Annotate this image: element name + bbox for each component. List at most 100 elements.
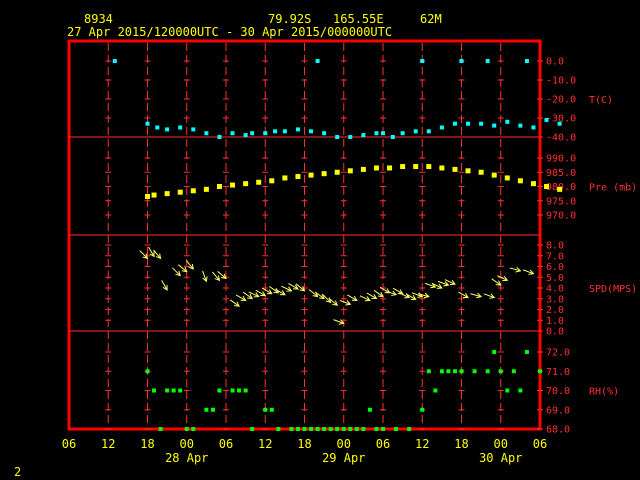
temperature-point bbox=[439, 125, 444, 130]
pressure-point bbox=[230, 182, 236, 188]
wind-arrow bbox=[139, 250, 149, 260]
pressure-point bbox=[347, 168, 353, 174]
wind-arrow bbox=[161, 280, 168, 291]
humidity-point bbox=[524, 350, 529, 354]
pressure-point bbox=[478, 169, 484, 175]
y-tick-label: -10.0 bbox=[546, 76, 576, 87]
pressure-point bbox=[465, 168, 471, 174]
y-tick-label: 69.0 bbox=[546, 405, 570, 416]
humidity-point bbox=[243, 388, 248, 393]
temperature-point bbox=[374, 131, 379, 136]
humidity-point bbox=[152, 388, 157, 393]
pressure-point bbox=[544, 184, 550, 189]
wind-arrow bbox=[458, 291, 469, 299]
x-tick-label: 18 bbox=[297, 437, 311, 451]
pressure-point bbox=[269, 178, 275, 184]
humidity-point bbox=[204, 407, 209, 412]
humidity-point bbox=[250, 427, 255, 431]
temperature-point bbox=[390, 135, 395, 139]
temperature-point bbox=[479, 121, 484, 126]
humidity-point bbox=[538, 369, 542, 374]
x-tick-label: 18 bbox=[140, 437, 154, 451]
pressure-point bbox=[177, 189, 183, 195]
wind-arrow bbox=[392, 287, 404, 295]
temperature-point bbox=[531, 125, 536, 130]
wind-arrow bbox=[235, 294, 247, 301]
pressure-point bbox=[151, 192, 157, 198]
wind-arrow bbox=[255, 289, 267, 297]
humidity-point bbox=[433, 388, 438, 393]
humidity-point bbox=[446, 369, 451, 374]
temperature-point bbox=[505, 119, 510, 124]
y-tick-label: 0.0 bbox=[546, 57, 564, 68]
wind-arrow bbox=[212, 271, 221, 282]
humidity-point bbox=[217, 388, 222, 393]
temperature-point bbox=[492, 123, 497, 128]
humidity-point bbox=[374, 427, 379, 431]
temperature-point bbox=[544, 117, 549, 122]
pressure-point bbox=[491, 172, 497, 178]
humidity-point bbox=[452, 369, 457, 374]
pressure-point bbox=[426, 164, 432, 170]
wind-arrow bbox=[153, 249, 162, 260]
humidity-point bbox=[184, 427, 189, 431]
temperature-point bbox=[165, 127, 170, 132]
humidity-point bbox=[354, 427, 359, 431]
y-tick-label: 6.0 bbox=[546, 262, 564, 273]
x-tick-label: 06 bbox=[62, 437, 76, 451]
x-tick-label: 06 bbox=[533, 437, 547, 451]
wind-arrow bbox=[262, 287, 273, 295]
y-tick-label: 1.0 bbox=[546, 316, 564, 327]
wind-arrow bbox=[217, 270, 227, 280]
temperature-point bbox=[155, 125, 160, 130]
y-tick-label: 71.0 bbox=[546, 367, 570, 378]
x-tick-label: 18 bbox=[454, 437, 468, 451]
wind-arrow bbox=[185, 260, 194, 270]
humidity-point bbox=[178, 388, 183, 393]
humidity-point bbox=[289, 427, 294, 431]
station-elevation: 62M bbox=[420, 12, 442, 26]
wind-arrow bbox=[373, 289, 384, 298]
temperature-point bbox=[485, 59, 490, 63]
humidity-point bbox=[171, 388, 176, 393]
x-date-label: 28 Apr bbox=[165, 451, 208, 465]
humidity-point bbox=[237, 388, 242, 393]
humidity-point bbox=[381, 427, 385, 431]
temperature-point bbox=[348, 135, 353, 139]
y-tick-label: 68.0 bbox=[546, 425, 570, 436]
wind-arrow bbox=[339, 300, 352, 306]
humidity-point bbox=[518, 388, 523, 393]
wind-arrow bbox=[172, 267, 181, 277]
temperature-point bbox=[518, 123, 523, 128]
y-tick-label: 975.0 bbox=[546, 196, 576, 207]
temperature-point bbox=[381, 131, 385, 136]
y-tick-label: 3.0 bbox=[546, 294, 564, 305]
wind-arrow bbox=[281, 285, 293, 292]
wind-arrow bbox=[333, 319, 345, 325]
temperature-point bbox=[273, 129, 278, 134]
station-id: 8934 bbox=[84, 12, 113, 26]
wind-arrow bbox=[202, 270, 208, 283]
wind-arrow bbox=[229, 299, 240, 307]
humidity-point bbox=[394, 427, 399, 431]
y-tick-label: -20.0 bbox=[546, 95, 576, 106]
temperature-point bbox=[309, 129, 314, 134]
humidity-point bbox=[302, 427, 307, 431]
pressure-point bbox=[256, 179, 262, 185]
wind-arrow bbox=[470, 292, 483, 299]
humidity-point bbox=[263, 407, 268, 412]
y-tick-label: -40.0 bbox=[546, 133, 576, 144]
pressure-point bbox=[190, 188, 196, 194]
humidity-point bbox=[472, 369, 477, 374]
pressure-point bbox=[216, 184, 222, 189]
y-tick-label: 0.0 bbox=[546, 327, 564, 338]
wind-arrow bbox=[295, 283, 306, 292]
wind-arrow bbox=[405, 293, 417, 300]
time-range: 27 Apr 2015/120000UTC - 30 Apr 2015/0000… bbox=[67, 25, 393, 39]
wind-arrow bbox=[424, 282, 437, 289]
humidity-point bbox=[191, 427, 196, 431]
temperature-point bbox=[191, 127, 196, 132]
wind-arrow bbox=[497, 275, 509, 282]
x-date-label: 30 Apr bbox=[479, 451, 522, 465]
